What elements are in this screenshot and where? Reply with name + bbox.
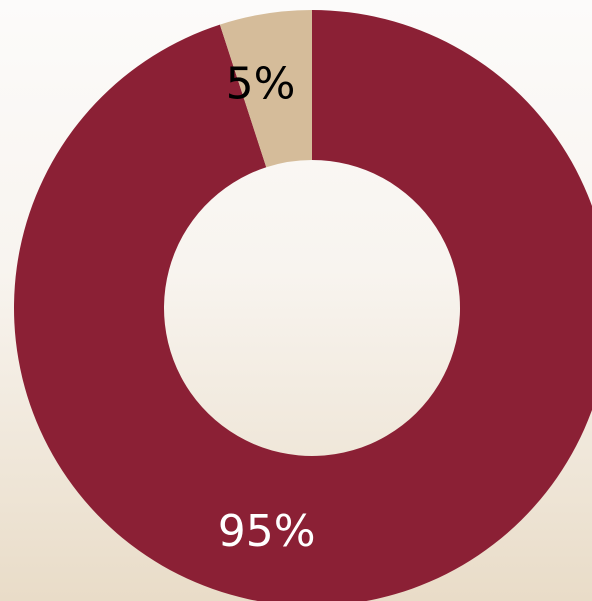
donut-slice-1	[14, 10, 592, 601]
donut-slices	[14, 10, 592, 601]
donut-slice-2	[219, 10, 312, 168]
donut-labels: 95% 5%	[218, 58, 316, 557]
donut-label-1: 95%	[218, 506, 316, 557]
donut-label-2: 5%	[226, 58, 296, 109]
